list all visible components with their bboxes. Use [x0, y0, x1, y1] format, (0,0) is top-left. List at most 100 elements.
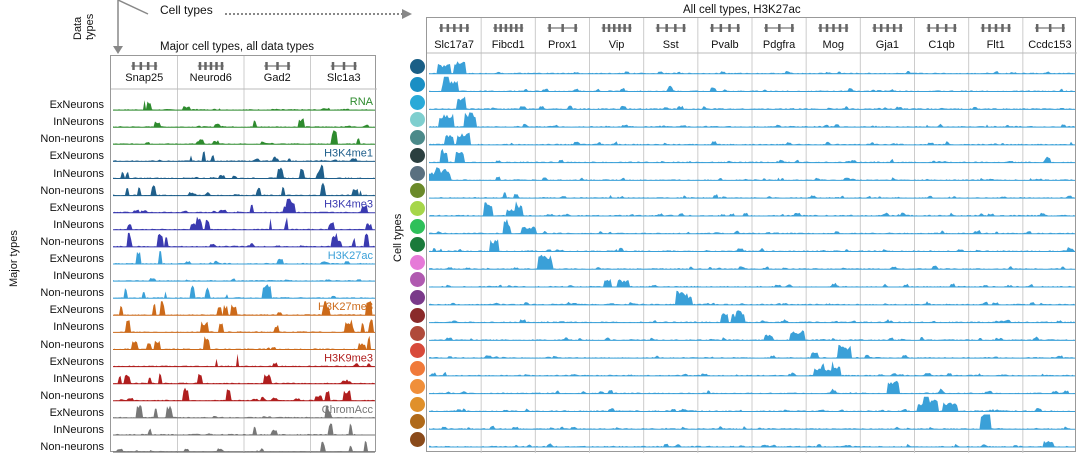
right-gene-label: Gja1 — [876, 39, 899, 51]
right-gene-label: Sst — [663, 39, 679, 51]
major-type-row-label: Non-neurons — [40, 389, 104, 402]
right-gene-label: Mog — [823, 39, 844, 51]
right-gene-label: Slc17a7 — [434, 39, 474, 51]
gene-model-sst — [655, 24, 686, 32]
data-type-label: H3K4me1 — [324, 147, 373, 159]
cell-type-dot — [410, 218, 425, 234]
right-track-celltype — [429, 330, 1075, 341]
left-track-panel: Snap25 Neurod6 Gad2 Slc1a3 RNA H3K4me1 H3K4me3… — [110, 55, 377, 453]
cell-type-dot — [410, 272, 425, 288]
cell-type-dot — [410, 378, 425, 394]
major-type-row-label: Non-neurons — [40, 441, 104, 454]
gene-model-slc17a7 — [439, 24, 470, 32]
cell-type-dot — [410, 165, 425, 181]
right-track-panel: Slc17a7 Fibcd1 Prox1 Vip Sst Pvalb Pdgfra Mog Gj… — [426, 17, 1077, 453]
major-type-row-label: Non-neurons — [40, 338, 104, 351]
cell-type-dot — [410, 254, 425, 270]
data-type-label: H3K9me3 — [324, 353, 373, 365]
gene-model-pvalb — [709, 24, 740, 32]
right-side-label: Cell types — [392, 213, 404, 262]
right-track-celltype — [429, 148, 1075, 164]
cell-type-dot — [410, 94, 425, 110]
right-gene-label: Fibcd1 — [492, 39, 525, 51]
left-gene-label: Gad2 — [264, 72, 291, 84]
arrow-head-down — [113, 46, 123, 54]
major-type-row-label: ExNeurons — [49, 253, 104, 265]
left-track-chromacc — [113, 423, 375, 436]
cell-type-dot — [410, 112, 425, 128]
right-gene-label: Prox1 — [548, 39, 577, 51]
gene-model-vip — [601, 24, 632, 32]
major-type-row-label: InNeurons — [53, 424, 104, 436]
gene-model-mog — [818, 24, 849, 32]
cell-type-dot — [410, 183, 425, 199]
left-tracks-svg: Snap25 Neurod6 Gad2 Slc1a3 RNA H3K4me1 H3K4me3… — [111, 56, 377, 453]
cell-type-dot — [410, 59, 425, 74]
data-type-label: H3K27me3 — [318, 301, 373, 313]
arrow-line-diag — [117, 0, 149, 15]
right-track-celltype — [429, 414, 1075, 430]
right-track-celltype — [429, 201, 1075, 217]
cell-type-dot — [410, 361, 425, 377]
right-track-celltype — [429, 167, 1075, 181]
right-track-celltype — [429, 239, 1075, 252]
left-gene-label: Neurod6 — [190, 72, 232, 84]
major-type-row-label: ExNeurons — [49, 99, 104, 112]
left-track-h3k27ac — [113, 278, 375, 282]
cell-type-dot — [410, 432, 425, 448]
gene-model-snap25 — [131, 62, 158, 70]
major-type-row-label: ExNeurons — [49, 201, 104, 214]
cell-type-dot — [410, 236, 425, 252]
right-gene-label: Ccdc153 — [1028, 39, 1071, 51]
left-track-h3k4me3 — [113, 232, 375, 248]
gene-model-gad2 — [264, 62, 291, 70]
right-track-celltype — [429, 192, 1075, 199]
left-panel-title: Major cell types, all data types — [160, 41, 315, 53]
gene-model-flt1 — [980, 24, 1011, 32]
left-track-rna — [113, 100, 375, 111]
right-gene-label: Flt1 — [987, 39, 1005, 51]
left-gene-label: Slc1a3 — [327, 72, 361, 84]
right-panel-title: All cell types, H3K27ac — [683, 4, 801, 16]
gene-model-fibcd1 — [493, 24, 524, 32]
cell-type-dot — [410, 325, 425, 341]
cell-types-label: Cell types — [160, 3, 213, 17]
gene-model-slc1a3 — [330, 62, 357, 70]
left-track-rna — [113, 118, 375, 128]
left-track-h3k27me3 — [113, 335, 375, 350]
left-track-chromacc — [113, 404, 375, 419]
major-type-row-label: Non-neurons — [40, 235, 104, 248]
right-track-celltype — [429, 344, 1075, 359]
major-type-row-label: ExNeurons — [49, 150, 104, 163]
gene-model-c1qb — [926, 24, 957, 32]
data-type-label: H3K27ac — [328, 250, 374, 262]
hierarchy-arrows — [113, 0, 412, 54]
left-track-h3k27ac — [113, 251, 375, 265]
left-track-h3k4me3 — [113, 198, 375, 214]
cell-type-dot — [410, 76, 425, 92]
left-track-rna — [113, 130, 375, 145]
right-track-celltype — [429, 396, 1075, 412]
right-gene-label: Pdgfra — [763, 39, 796, 51]
right-track-celltype — [429, 254, 1075, 270]
right-track-celltype — [429, 361, 1075, 377]
major-type-row-label: InNeurons — [53, 167, 104, 180]
cell-type-dot — [410, 307, 425, 323]
left-track-chromacc — [113, 440, 375, 453]
cell-type-dot — [410, 396, 425, 412]
gene-model-pdgfra — [764, 24, 795, 32]
left-gene-label: Snap25 — [125, 72, 163, 84]
right-track-celltype — [429, 61, 1075, 75]
left-track-h3k27me3 — [113, 319, 375, 333]
left-track-h3k4me1 — [113, 164, 375, 179]
major-type-row-label: ExNeurons — [49, 355, 104, 368]
left-track-h3k9me3 — [113, 373, 375, 385]
right-track-celltype — [429, 96, 1075, 110]
right-track-celltype — [429, 132, 1075, 146]
right-gene-label: C1qb — [928, 39, 954, 51]
right-track-celltype — [429, 440, 1075, 448]
gene-model-neurod6 — [197, 62, 224, 70]
right-track-celltype — [429, 112, 1075, 128]
cell-type-dot — [410, 130, 425, 146]
major-type-row-label: Non-neurons — [40, 133, 104, 146]
